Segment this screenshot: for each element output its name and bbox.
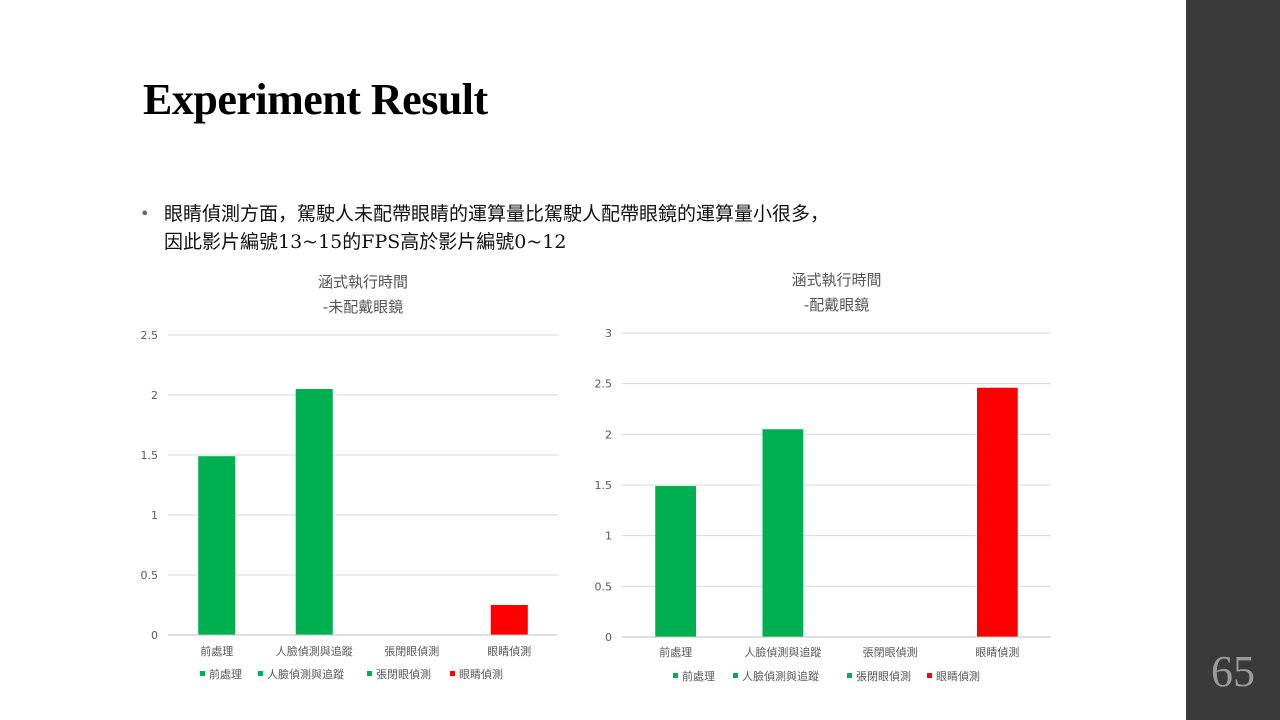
y-tick-label: 0 [605,631,612,644]
y-tick-label: 0 [151,629,158,642]
chart-with-glasses: 涵式執行時間 -配戴眼鏡 0 0.5 1 1.5 2 2.5 3 前處理 人臉偵測與追蹤 張閉眼偵測眼… [585,262,1065,692]
legend-label: 人臉偵測與追蹤 [742,669,819,683]
legend-swatch [200,671,205,676]
legend-swatch [673,673,678,678]
y-tick-label: 1.5 [595,479,613,492]
right-side-band [1186,0,1280,720]
legend-swatch [847,673,852,678]
y-tick-label: 2.5 [595,378,613,391]
x-category-label: 張閉眼偵測 [384,644,439,658]
x-category-label: 人臉偵測與追蹤 [744,645,821,659]
chart-svg: 涵式執行時間-未配戴眼鏡00.511.522.5前處理 人臉偵測與追蹤 張閉眼偵測眼… [141,273,558,681]
x-category-label: 眼睛偵測 [487,644,531,658]
legend-label: 張閉眼偵測 [376,667,431,681]
chart-title-line: -未配戴眼鏡 [323,298,403,316]
y-tick-label: 1 [605,530,612,543]
bar-1 [198,456,236,635]
y-tick-label: 2.5 [141,329,159,342]
x-category-label: 張閉眼偵測 [863,645,918,659]
x-category-label: 眼睛偵測 [975,645,1019,659]
bullet-text-line-1: 眼睛偵測方面，駕駛人未配帶眼睛的運算量比駕駛人配帶眼鏡的運算量小很多， [164,203,830,225]
bullet-text-line-2: 因此影片編號13~15的FPS高於影片編號0~12 [164,231,567,253]
legend-swatch [733,673,738,678]
y-tick-label: 2 [605,428,612,441]
slide-title: Experiment Result [143,75,488,124]
legend-swatch [258,671,263,676]
legend-label: 前處理 [682,669,715,683]
legend-swatch [927,673,932,678]
bar-4 [490,605,528,635]
chart-title-line: -配戴眼鏡 [804,296,869,314]
bullet-point: • 眼睛偵測方面，駕駛人未配帶眼睛的運算量比駕駛人配帶眼鏡的運算量小很多， 因此… [140,200,1040,256]
y-tick-label: 2 [151,389,158,402]
bar-4 [976,387,1018,637]
chart-title-line: 涵式執行時間 [318,273,408,291]
x-category-label: 前處理 [659,645,692,659]
bullet-icon: • [140,204,150,223]
y-tick-label: 0.5 [595,580,613,593]
chart-svg: 涵式執行時間-配戴眼鏡00.511.522.53前處理 人臉偵測與追蹤 張閉眼偵測眼… [595,271,1051,683]
chart-title-line: 涵式執行時間 [791,271,881,289]
legend-swatch [367,671,372,676]
legend-label: 張閉眼偵測 [856,669,911,683]
legend-label: 人臉偵測與追蹤 [267,667,344,681]
legend-swatch [450,671,455,676]
legend-label: 眼睛偵測 [459,667,503,681]
bar-2 [295,389,333,635]
legend-label: 眼睛偵測 [936,669,980,683]
x-category-label: 人臉偵測與追蹤 [276,644,353,658]
chart-without-glasses: 涵式執行時間 -未配戴眼鏡 0 0.5 1 1.5 2 2.5 前處理 人臉偵測與追蹤 張閉眼偵測眼… [130,262,580,692]
y-tick-label: 0.5 [141,569,159,582]
bar-1 [655,486,697,637]
page-number: 65 [1211,647,1255,696]
y-tick-label: 3 [605,327,612,340]
legend-label: 前處理 [209,667,242,681]
x-category-label: 前處理 [200,644,233,658]
bar-2 [762,429,804,637]
y-tick-label: 1 [151,509,158,522]
y-tick-label: 1.5 [141,449,159,462]
